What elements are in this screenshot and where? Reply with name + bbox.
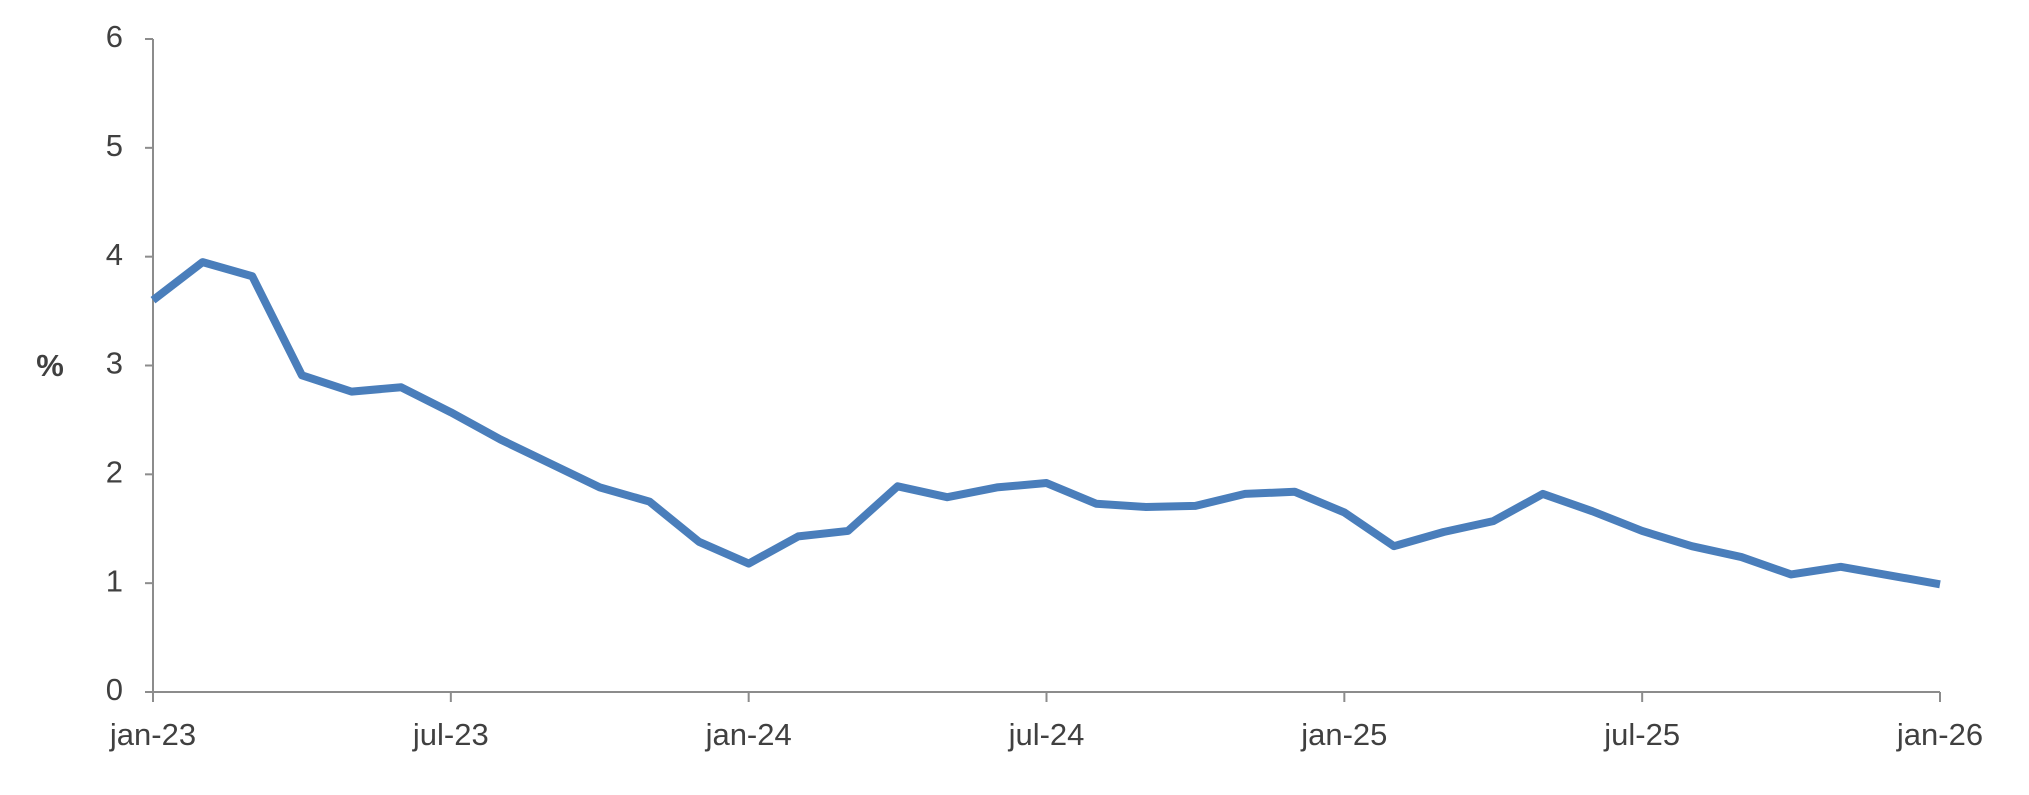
y-tick-label: 2 — [106, 455, 123, 490]
x-tick-label: jan-26 — [1896, 717, 1983, 752]
y-tick-label: 0 — [106, 672, 123, 707]
x-tick-label: jul-25 — [1603, 717, 1680, 752]
y-tick-label: 4 — [106, 237, 123, 272]
x-tick-label: jan-25 — [1300, 717, 1387, 752]
y-tick-label: 6 — [106, 19, 123, 54]
x-tick-label: jul-23 — [412, 717, 489, 752]
x-tick-label: jul-24 — [1008, 717, 1085, 752]
y-tick-label: 3 — [106, 346, 123, 381]
x-tick-label: jan-24 — [705, 717, 792, 752]
y-tick-label: 1 — [106, 563, 123, 598]
line-series — [150, 258, 1941, 589]
x-tick-label: jan-23 — [109, 717, 196, 752]
y-axis-label: % — [36, 348, 64, 383]
y-tick-label: 5 — [106, 128, 123, 163]
